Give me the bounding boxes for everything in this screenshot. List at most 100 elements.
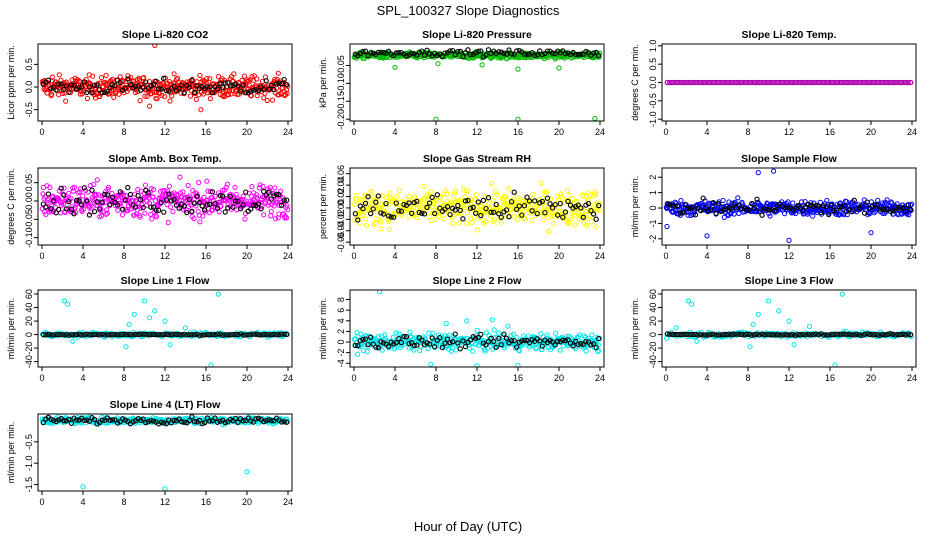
data-point: [251, 73, 257, 79]
x-tick-label: 8: [121, 497, 126, 507]
data-point: [398, 208, 405, 214]
data-point: [214, 331, 221, 337]
data-point: [537, 338, 543, 344]
x-tick-label: 24: [283, 373, 293, 383]
data-point: [514, 194, 520, 200]
y-tick-label: -0.04: [336, 220, 346, 241]
data-point: [104, 192, 110, 198]
series-hourly: [40, 331, 290, 338]
data-point: [234, 91, 240, 98]
data-point: [460, 203, 466, 209]
data-point: [560, 48, 566, 54]
data-point: [797, 204, 804, 211]
data-point: [708, 331, 714, 338]
data-point: [585, 200, 592, 207]
data-point: [153, 331, 159, 338]
y-tick-label: 40: [648, 303, 658, 313]
data-point: [519, 338, 525, 344]
data-point: [514, 48, 520, 54]
data-point: [227, 193, 233, 200]
data-point: [352, 211, 358, 217]
data-point: [420, 197, 426, 203]
data-point: [790, 200, 796, 206]
data-point: [488, 180, 494, 186]
data-point: [889, 200, 895, 206]
data-point: [248, 331, 254, 338]
data-point: [73, 197, 80, 204]
data-point: [91, 181, 97, 187]
data-point: [117, 189, 123, 195]
data-point: [43, 332, 49, 338]
data-point: [457, 346, 463, 352]
panel-title: Slope Sample Flow: [741, 153, 838, 165]
data-point: [473, 335, 479, 342]
data-point: [166, 183, 172, 189]
series-all: [39, 414, 291, 491]
data-point: [573, 338, 579, 344]
data-point: [672, 331, 678, 338]
data-point: [526, 198, 533, 204]
data-point: [544, 48, 551, 54]
y-tick-label: 0: [336, 340, 346, 345]
data-point: [45, 77, 52, 83]
data-point: [498, 340, 504, 346]
data-point: [99, 199, 105, 205]
data-point: [902, 79, 909, 86]
data-point: [378, 339, 384, 345]
y-tick-label: 0.06: [336, 165, 346, 183]
data-point: [377, 290, 383, 295]
data-point: [202, 207, 208, 213]
data-point: [726, 79, 732, 86]
data-point: [808, 202, 814, 208]
data-point: [171, 71, 177, 77]
x-tick-label: 20: [554, 251, 564, 261]
data-point: [148, 186, 154, 192]
data-point: [759, 79, 765, 86]
data-point: [755, 170, 761, 176]
data-point: [887, 79, 893, 86]
data-point: [243, 332, 249, 338]
data-point: [225, 332, 231, 338]
data-point: [685, 298, 692, 304]
data-point: [534, 52, 540, 58]
data-point: [194, 419, 200, 425]
data-point: [721, 207, 727, 213]
x-tick-label: 20: [242, 497, 252, 507]
data-point: [148, 82, 154, 89]
data-point: [360, 206, 366, 212]
data-point: [429, 218, 435, 224]
x-tick-label: 16: [513, 127, 523, 137]
data-point: [480, 197, 487, 204]
data-point: [93, 192, 99, 198]
data-point: [266, 189, 272, 196]
data-point: [469, 219, 475, 226]
data-point: [567, 340, 574, 346]
y-tick-label: -0.06: [336, 232, 346, 253]
data-point: [485, 47, 492, 53]
data-point: [450, 220, 456, 227]
data-point: [81, 185, 87, 191]
data-point: [583, 338, 589, 345]
data-point: [148, 417, 154, 424]
data-point: [478, 212, 484, 219]
data-point: [276, 80, 282, 86]
data-point: [427, 189, 433, 195]
data-point: [429, 335, 435, 341]
data-point: [573, 346, 579, 352]
data-point: [565, 337, 571, 343]
data-point: [368, 50, 374, 56]
data-point: [515, 66, 521, 72]
data-point: [196, 199, 203, 206]
data-point: [388, 214, 394, 220]
data-point: [152, 308, 158, 314]
x-tick-label: 24: [907, 127, 917, 137]
y-axis-label: ml/min per min.: [6, 298, 16, 360]
data-point: [179, 419, 185, 425]
data-point: [586, 196, 592, 202]
data-point: [790, 332, 796, 338]
data-point: [44, 90, 50, 96]
data-point: [186, 196, 192, 203]
data-point: [207, 331, 213, 338]
data-point: [892, 332, 898, 338]
data-point: [491, 209, 497, 215]
